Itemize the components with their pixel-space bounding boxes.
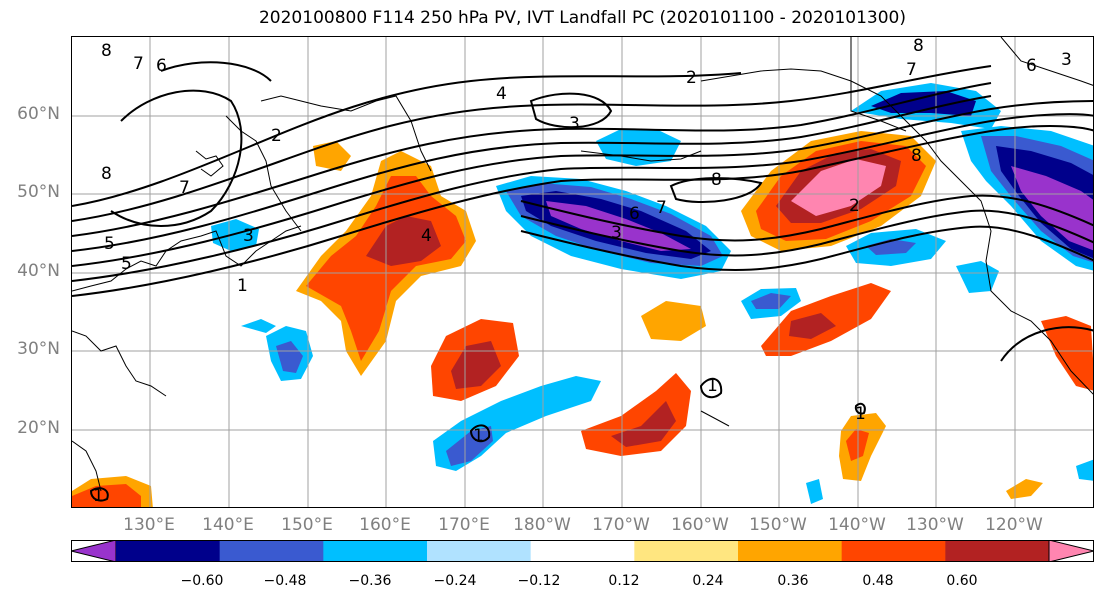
positive-anomaly-region [1006, 479, 1043, 499]
contour-label: 7 [179, 178, 190, 198]
contour-label: 8 [101, 41, 112, 61]
positive-anomaly-region [641, 301, 706, 341]
contour-label: 2 [271, 126, 282, 146]
positive-anomaly-region [1041, 316, 1093, 391]
colorbar-extend-high [1048, 540, 1094, 562]
negative-anomaly-region [1076, 459, 1093, 481]
map-canvas: 8 7 6 5 3 2 1 4 7 8 3 2 4 3 8 6 7 8 2 5 … [72, 37, 1093, 507]
contour-label: 3 [243, 226, 254, 246]
negative-anomaly-region [871, 91, 976, 116]
negative-anomaly-region [546, 201, 691, 251]
colorbar-tick: 0.12 [608, 573, 640, 589]
contour-label: 8 [911, 146, 922, 166]
contour-label: 4 [421, 226, 432, 246]
colorbar-segment [323, 540, 428, 562]
lat-label-60: 60°N [17, 104, 60, 124]
lat-label-30: 30°N [17, 339, 60, 359]
lon-label-130e: 130°E [123, 515, 175, 535]
contour-label: 3 [611, 223, 622, 243]
contour-label: 4 [496, 84, 507, 104]
map-title: 2020100800 F114 250 hPa PV, IVT Landfall… [258, 8, 906, 28]
lon-label-130w: 130°W [906, 515, 964, 535]
pv-contours [72, 61, 1093, 502]
map-panel: 8 7 6 5 3 2 1 4 7 8 3 2 4 3 8 6 7 8 2 5 … [71, 36, 1094, 508]
lon-label-170w: 170°W [592, 515, 650, 535]
contour-label: 6 [1026, 56, 1037, 76]
colorbar-segment [116, 540, 221, 562]
colorbar-tick: 0.36 [777, 573, 809, 589]
lon-label-180w: 180°W [513, 515, 571, 535]
colorbar-segment [945, 540, 1050, 562]
contour-label: 1 [473, 426, 484, 446]
lat-label-40: 40°N [17, 261, 60, 281]
lon-label-140e: 140°E [202, 515, 254, 535]
positive-anomaly-region [451, 341, 501, 389]
negative-anomaly-region [956, 261, 999, 293]
colorbar-segments [71, 540, 1094, 562]
lon-label-150w: 150°W [749, 515, 807, 535]
contour-label: 8 [913, 37, 924, 56]
lat-label-20: 20°N [17, 418, 60, 438]
negative-anomaly-region [806, 479, 823, 504]
colorbar-segment [530, 540, 635, 562]
colorbar-extend-low [71, 540, 117, 562]
contour-label: 1 [237, 276, 248, 296]
negative-anomaly-region [751, 293, 791, 309]
contour-labels: 8 7 6 5 3 2 1 4 7 8 3 2 4 3 8 6 7 8 2 5 … [93, 37, 1072, 506]
contour-label: 2 [686, 68, 697, 88]
colorbar-tick: 0.48 [862, 573, 894, 589]
contour-label: 6 [156, 56, 167, 76]
positive-anomaly-region [72, 484, 141, 507]
positive-anomaly-region [789, 313, 836, 339]
lat-label-50: 50°N [17, 182, 60, 202]
negative-anomaly-region [211, 219, 259, 251]
positive-anomaly-region [791, 159, 886, 216]
ivt-anomaly-fills [72, 83, 1093, 507]
contour-label: 7 [656, 198, 667, 218]
negative-anomaly-region [446, 426, 493, 466]
colorbar-segment [634, 540, 739, 562]
positive-anomaly-region [313, 141, 351, 171]
colorbar-tick: 0.24 [692, 573, 724, 589]
colorbar-tick: −0.24 [433, 573, 477, 589]
colorbar-segment [427, 540, 532, 562]
contour-label: 1 [93, 486, 104, 506]
lon-label-160e: 160°E [359, 515, 411, 535]
lon-label-150e: 150°E [281, 515, 333, 535]
contour-label: 8 [711, 170, 722, 190]
colorbar-segment [738, 540, 843, 562]
graticule [72, 37, 1093, 507]
colorbar-segment [841, 540, 946, 562]
lon-label-160w: 160°W [671, 515, 729, 535]
contour-label: 1 [855, 404, 866, 424]
lon-label-170e: 170°E [438, 515, 490, 535]
lon-label-140w: 140°W [828, 515, 886, 535]
contour-label: 2 [849, 196, 860, 216]
contour-label: 1 [707, 376, 718, 396]
lon-label-120w: 120°W [985, 515, 1043, 535]
colorbar [71, 540, 1094, 562]
negative-anomaly-region [596, 129, 681, 166]
positive-anomaly-region [366, 216, 441, 266]
contour-label: 3 [1061, 50, 1072, 70]
colorbar-segment [219, 540, 324, 562]
contour-label: 5 [121, 254, 132, 274]
colorbar-tick: 0.60 [946, 573, 978, 589]
colorbar-tick: −0.48 [263, 573, 307, 589]
colorbar-outline [71, 540, 1094, 562]
contour-label: 3 [569, 114, 580, 134]
colorbar-tick: −0.36 [348, 573, 392, 589]
positive-anomaly-region [611, 401, 676, 447]
contour-label: 5 [104, 234, 115, 254]
contour-label: 7 [906, 60, 917, 80]
contour-label: 6 [629, 204, 640, 224]
contour-label: 8 [101, 164, 112, 184]
colorbar-tick: −0.60 [180, 573, 224, 589]
negative-anomaly-region [276, 341, 303, 373]
negative-anomaly-region [241, 319, 276, 333]
contour-label: 7 [133, 54, 144, 74]
colorbar-tick: −0.12 [517, 573, 561, 589]
